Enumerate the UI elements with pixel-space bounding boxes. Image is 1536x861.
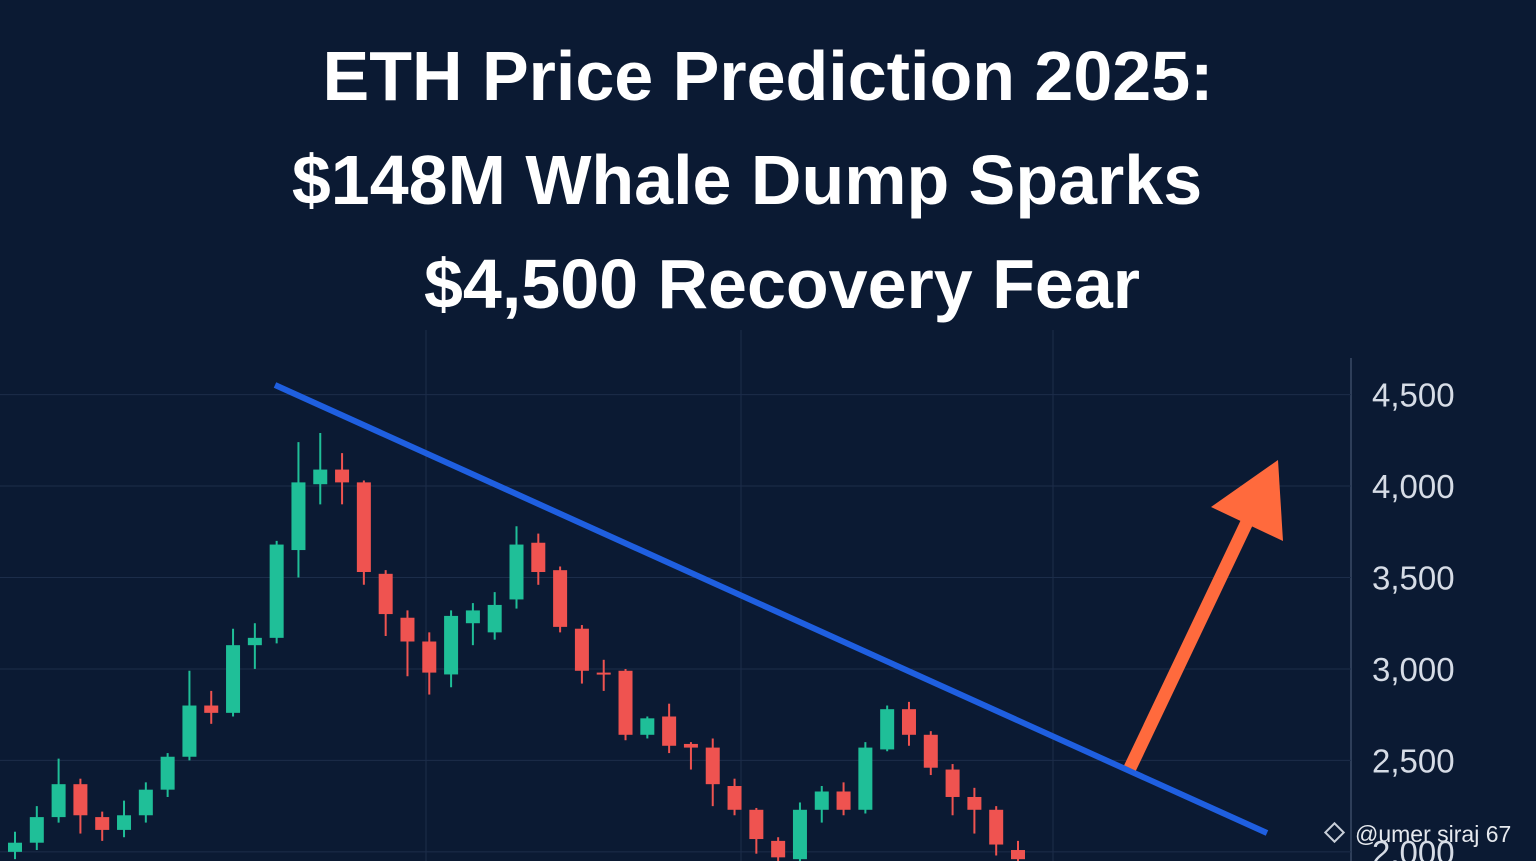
candle-body — [204, 705, 219, 713]
candles — [8, 432, 1025, 861]
candle-body — [160, 756, 175, 790]
candle-body — [73, 784, 88, 816]
chart-title: $148M Whale Dump Sparks — [292, 141, 1202, 219]
y-tick-label: 3,500 — [1372, 559, 1455, 596]
candle-body — [444, 615, 459, 675]
watermark-text: @umer siraj 67 — [1355, 821, 1511, 847]
candle-body — [662, 716, 677, 746]
y-tick-label: 2,500 — [1372, 742, 1455, 779]
candle-body — [182, 705, 197, 757]
candle-body — [378, 573, 393, 615]
candle-body — [640, 718, 655, 735]
candle-body — [705, 747, 720, 785]
arrow-shaft — [1124, 517, 1254, 771]
candle-body — [509, 544, 524, 600]
candle-body — [683, 743, 698, 748]
candle-body — [313, 469, 328, 485]
candle-body — [727, 786, 742, 810]
candle-body — [335, 469, 350, 483]
candle-body — [531, 542, 546, 573]
y-tick-label: 4,000 — [1372, 468, 1455, 505]
candle-body — [291, 482, 306, 551]
candle-body — [51, 784, 66, 818]
watermark: @umer siraj 67 — [1323, 821, 1511, 847]
candle-body — [1011, 850, 1025, 860]
candle-body — [29, 817, 44, 843]
candle-body — [923, 734, 938, 768]
candle-body — [618, 670, 633, 735]
chart-title: ETH Price Prediction 2025: — [323, 37, 1214, 115]
candle-body — [95, 817, 110, 830]
candle-body — [465, 610, 480, 624]
candle-body — [596, 672, 611, 675]
candle-body — [858, 747, 873, 810]
y-tick-label: 3,000 — [1372, 651, 1455, 688]
candle-body — [400, 617, 415, 642]
arrow-head — [1211, 460, 1283, 541]
candle-body — [422, 641, 437, 673]
candle-body — [487, 604, 502, 633]
watermark-icon — [1323, 821, 1346, 844]
candle-body — [553, 570, 568, 627]
candle-body — [749, 809, 764, 840]
candle-body — [138, 789, 153, 816]
candle-body — [771, 840, 786, 858]
candle-body — [117, 815, 132, 830]
trend-line — [273, 382, 1269, 836]
y-tick-label: 4,500 — [1372, 377, 1455, 414]
candle-body — [226, 645, 241, 713]
candle-body — [945, 769, 960, 797]
candle-body — [8, 842, 22, 852]
candle-body — [836, 791, 851, 810]
candle-body — [247, 637, 262, 646]
chart-title: $4,500 Recovery Fear — [424, 245, 1140, 323]
candle-body — [269, 544, 284, 638]
candle-body — [574, 628, 589, 671]
candle-body — [901, 709, 916, 735]
candle-body — [814, 791, 829, 810]
candle-body — [880, 709, 895, 750]
candle-body — [967, 796, 982, 810]
y-tick-label: 2,000 — [1372, 834, 1455, 861]
candle-body — [792, 809, 807, 860]
candle-body — [356, 482, 371, 573]
candle-body — [989, 809, 1004, 845]
